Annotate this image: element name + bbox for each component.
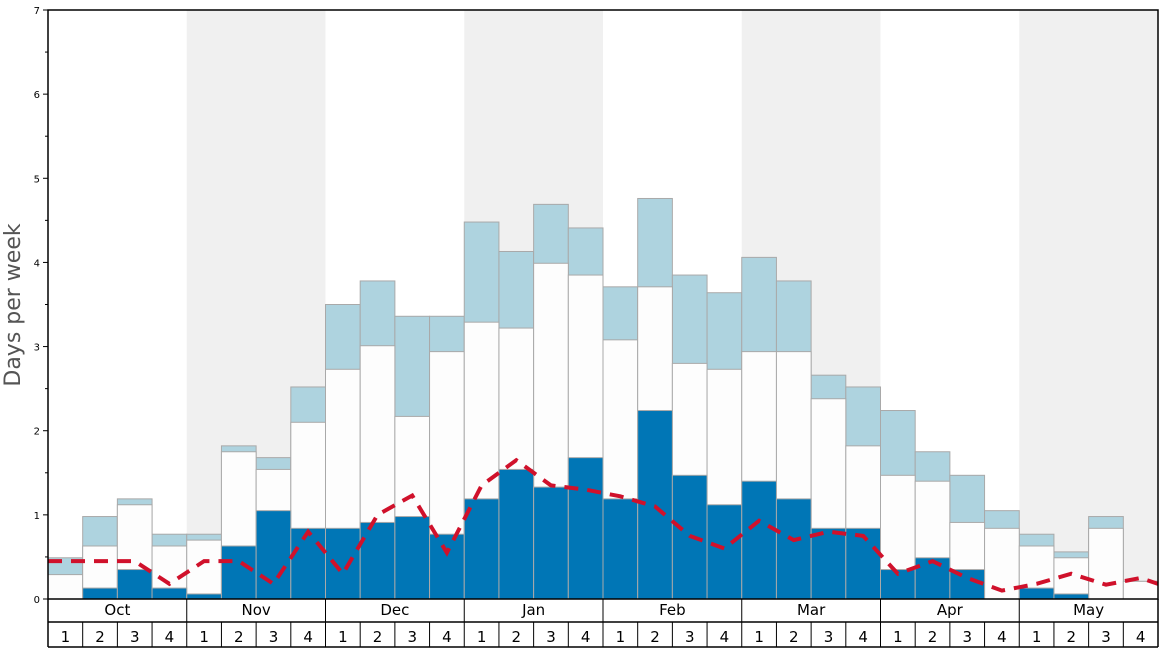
bar-dark-8 [290,527,326,600]
bar-white-31 [1088,527,1124,600]
bar-dark-5 [186,593,222,600]
y-tick-label: 3 [34,343,40,354]
week-label: 3 [130,628,140,646]
week-label: 2 [234,628,244,646]
bar-white-5 [186,539,222,600]
y-tick-label: 4 [34,258,40,269]
x-axis: Oct 1 2 3 4 Nov 1 2 3 4 Dec 1 2 3 4 Jan 1 2 3 4 Feb 1 2 3 4 Mar 1 2… [47,599,1159,648]
week-label: 4 [858,628,868,646]
week-label: 1 [338,628,348,646]
month-label-oct: Oct [104,601,130,619]
bars [47,197,1159,600]
y-tick-label: 5 [34,174,40,185]
week-label: 3 [824,628,834,646]
month-label-mar: Mar [797,601,826,619]
week-label: 2 [928,628,938,646]
month-label-jan: Jan [521,601,545,619]
trend-line [48,457,1159,593]
month-label-nov: Nov [241,601,270,619]
bar-dark-29 [1018,587,1055,600]
bar-dark-3 [116,569,153,600]
bar-white-1 [47,574,84,600]
week-label: 4 [997,628,1007,646]
bar-dark-4 [151,587,188,600]
week-label: 3 [685,628,695,646]
week-label: 4 [442,628,452,646]
week-label: 1 [199,628,209,646]
bar-dark-30 [1053,593,1090,600]
week-label: 3 [1101,628,1111,646]
week-label: 4 [581,628,591,646]
week-label: 2 [789,628,799,646]
month-label-apr: Apr [937,601,964,619]
y-tick-label: 6 [34,90,40,101]
week-label: 4 [165,628,175,646]
y-tick-label: 7 [34,6,40,17]
week-label: 1 [616,628,626,646]
bar-dark-20 [706,504,743,600]
bar-dark-7 [255,510,292,600]
y-axis-title: Days per week [1,223,26,386]
bar-dark-23 [810,527,847,600]
week-label: 1 [754,628,764,646]
month-band-may [1019,10,1158,599]
week-label: 3 [407,628,417,646]
week-label: 1 [893,628,903,646]
week-label: 3 [269,628,279,646]
month-label-feb: Feb [659,601,686,619]
week-label: 2 [1067,628,1077,646]
month-label-may: May [1073,601,1104,619]
week-label: 2 [650,628,660,646]
week-label: 4 [1136,628,1146,646]
bar-dark-26 [914,557,951,600]
bar-dark-11 [394,516,431,600]
bar-dark-21 [741,480,777,600]
bar-dark-9 [325,527,361,600]
bar-dark-15 [533,486,569,600]
bar-dark-17 [602,498,639,600]
week-label: 3 [546,628,556,646]
week-label: 1 [1032,628,1042,646]
y-tick-label: 1 [34,511,40,522]
bar-dark-13 [463,498,500,600]
month-label-dec: Dec [380,601,409,619]
bar-dark-14 [498,468,535,600]
bar-dark-6 [220,545,257,600]
week-label: 1 [61,628,71,646]
bar-dark-10 [359,521,396,600]
y-tick-label: 2 [34,427,40,438]
bar-dark-19 [671,474,708,600]
week-label: 1 [477,628,487,646]
week-label: 4 [720,628,730,646]
week-label: 2 [373,628,383,646]
week-label: 4 [303,628,313,646]
week-label: 2 [512,628,522,646]
bar-dark-16 [567,457,604,600]
week-label: 3 [962,628,972,646]
trend-line-group [48,457,1159,593]
bar-dark-2 [82,587,118,600]
bar-dark-22 [775,498,812,600]
y-tick-label: 0 [34,595,40,606]
bar-dark-24 [845,527,881,600]
week-label: 2 [95,628,105,646]
bar-dark-12 [429,533,465,600]
